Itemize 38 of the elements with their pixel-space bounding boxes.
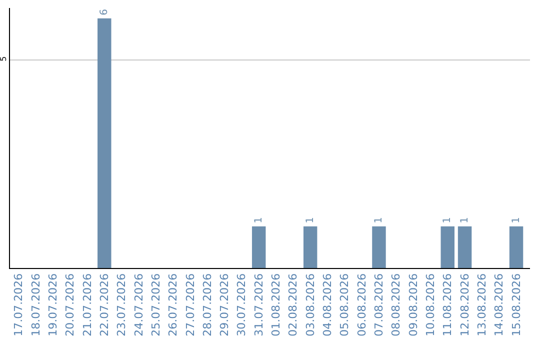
x-tick-label: 23.07.2026 [115,273,128,336]
x-tick-label: 02.08.2026 [286,273,300,336]
y-tick-label: 5 [0,56,8,62]
x-tick-label: 10.08.2026 [424,273,438,336]
data-label: 1 [442,217,454,224]
x-tick-label: 21.07.2026 [80,273,94,336]
x-tick-label: 12.08.2026 [458,273,472,336]
x-tick-label: 24.07.2026 [132,273,146,336]
data-label: 1 [510,217,522,224]
data-label: 1 [253,217,264,224]
data-label: 6 [98,9,110,16]
x-tick-label: 19.07.2026 [46,273,60,336]
x-tick-label: 14.08.2026 [492,273,506,336]
x-tick-label: 26.07.2026 [166,273,180,336]
data-label: 1 [459,217,470,224]
x-tick-label: 18.07.2026 [29,273,42,336]
data-label: 1 [373,217,384,224]
data-label: 1 [304,217,316,224]
x-tick-label: 30.07.2026 [235,273,248,336]
x-tick-label: 29.07.2026 [218,273,232,336]
x-tick-label: 17.07.2026 [12,273,26,336]
x-tick-label: 20.07.2026 [64,273,77,336]
x-tick-label: 03.08.2026 [304,273,317,336]
x-tick-label: 05.08.2026 [338,273,352,336]
x-tick-label: 25.07.2026 [149,273,162,336]
x-tick-label: 01.08.2026 [270,273,283,336]
x-tick-label: 22.07.2026 [98,273,111,336]
x-tick-label: 27.07.2026 [184,273,197,336]
x-tick-label: 04.08.2026 [321,273,334,336]
x-tick-label: 28.07.2026 [200,273,214,336]
x-tick-label: 11.08.2026 [441,273,454,336]
x-tick-label: 07.08.2026 [372,273,386,336]
x-tick-label: 13.08.2026 [476,273,489,336]
x-tick-label: 09.08.2026 [406,273,420,336]
x-tick-label: 15.08.2026 [510,273,523,336]
x-tick-label: 08.08.2026 [390,273,403,336]
x-tick-label: 31.07.2026 [252,273,266,336]
x-tick-label: 06.08.2026 [355,273,368,336]
